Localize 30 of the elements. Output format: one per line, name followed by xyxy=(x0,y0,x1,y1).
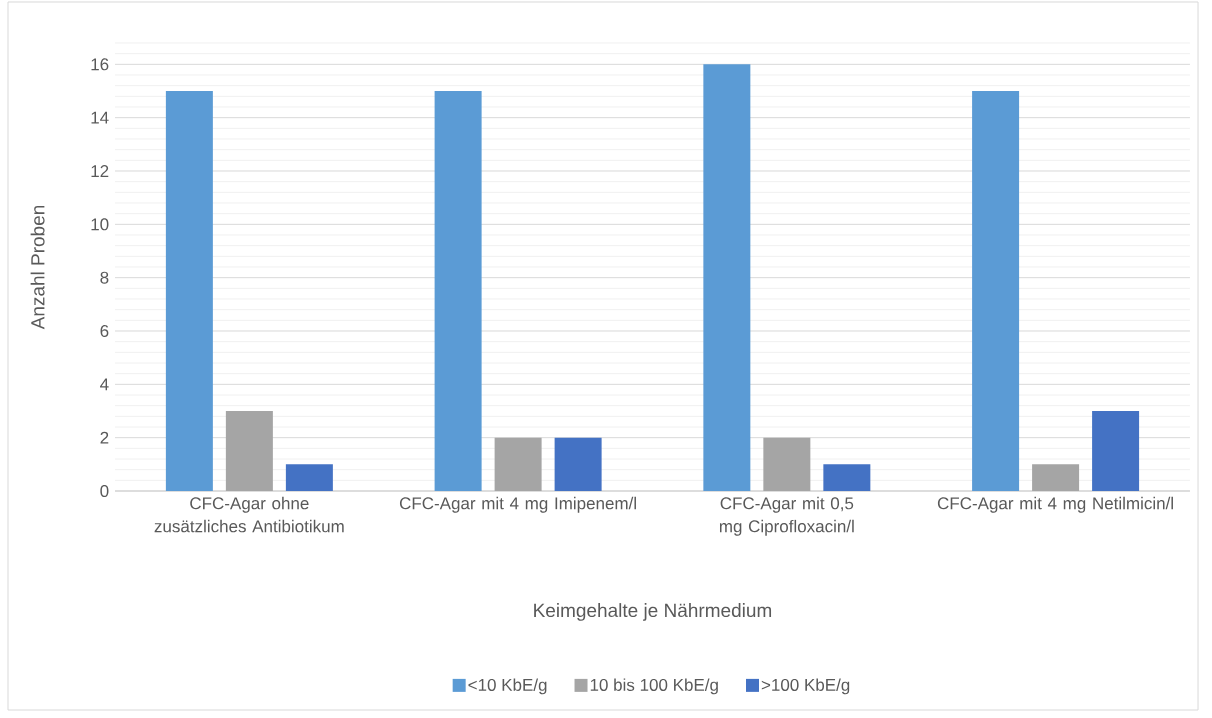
bar xyxy=(1032,464,1080,491)
legend-label: >100 KbE/g xyxy=(761,678,850,695)
x-tick-label: CFC-Agar ohne zusätzliches Antibiotikum xyxy=(154,496,344,533)
bar xyxy=(763,437,811,491)
y-tick-label: 14 xyxy=(91,111,109,124)
y-axis-title: Anzahl Proben xyxy=(30,205,45,330)
bar xyxy=(823,464,871,491)
y-tick-label: 0 xyxy=(100,484,109,498)
x-tick-label: CFC-Agar mit 0,5 mg Ciprofloxacin/l xyxy=(719,496,854,536)
x-axis-title: Keimgehalte je Nährmedium xyxy=(534,603,772,621)
bar xyxy=(225,411,273,491)
bar xyxy=(703,64,751,491)
y-tick-label: 12 xyxy=(91,165,109,177)
legend-label: 10 bis 100 KbE/g xyxy=(590,678,718,695)
x-tick-label: CFC-Agar mit 4 mg Netilmicin/l xyxy=(937,496,1173,513)
y-tick-label: 4 xyxy=(100,378,109,391)
bar xyxy=(972,91,1020,491)
bar xyxy=(285,464,333,491)
y-tick-label: 10 xyxy=(91,218,109,231)
bar xyxy=(554,437,602,491)
x-tick-label: CFC-Agar mit 4 mg Imipenem/l xyxy=(399,496,636,513)
legend-label: <10 KbE/g xyxy=(468,678,547,695)
y-tick-label: 8 xyxy=(100,271,109,284)
bar xyxy=(434,91,482,491)
y-tick-label: 16 xyxy=(91,58,109,71)
y-tick-label: 6 xyxy=(100,324,109,338)
bar xyxy=(1092,411,1140,491)
y-tick-label: 2 xyxy=(100,431,109,444)
bar xyxy=(494,437,542,491)
bar xyxy=(165,91,213,491)
